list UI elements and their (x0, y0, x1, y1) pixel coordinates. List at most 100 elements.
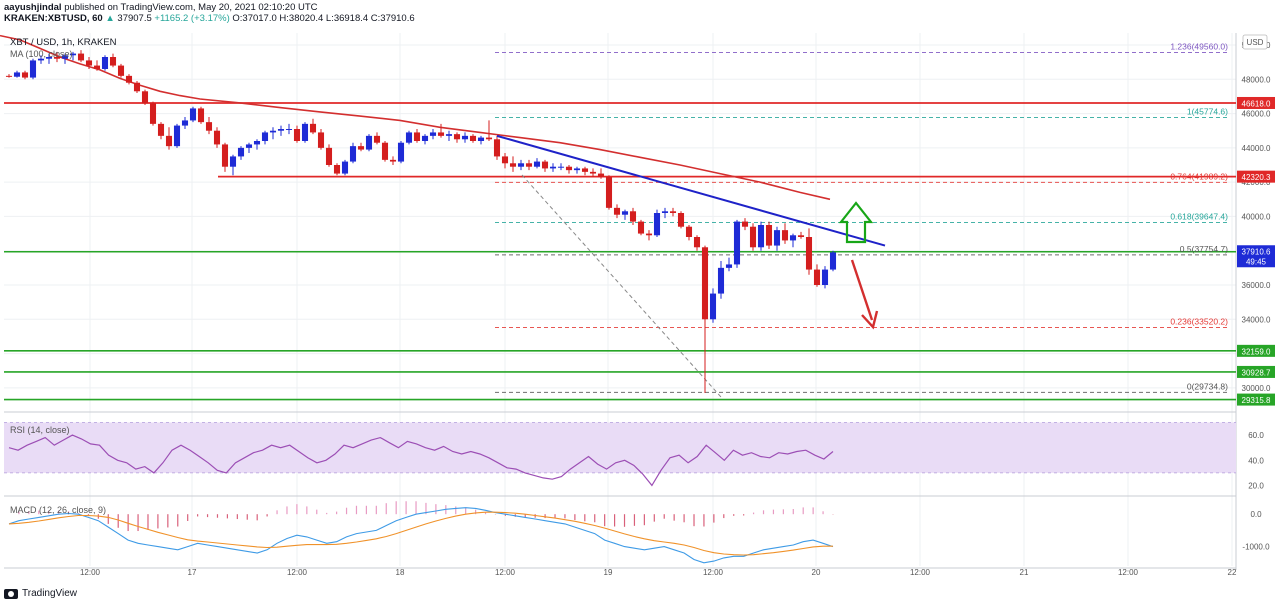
candle-body (565, 166, 573, 171)
candle-body (149, 103, 157, 124)
candlesticks (5, 50, 837, 393)
candle-body (685, 226, 693, 237)
candle-body (173, 125, 181, 147)
candle-body (157, 123, 165, 136)
candle-body (453, 134, 461, 140)
candle-body (253, 141, 261, 145)
candle-body (117, 65, 125, 76)
candle-body (77, 53, 85, 61)
fib-level-label: 0.618(39647.4) (1170, 211, 1228, 221)
candle-body (773, 230, 781, 246)
rsi-tick-label: 40.0 (1248, 456, 1264, 465)
horizontal-levels[interactable] (4, 102, 1236, 401)
price-axis[interactable]: 30000.032000.034000.036000.038000.040000… (1242, 41, 1271, 393)
candle-body (389, 159, 397, 162)
resistance-badge-label: 46618.0 (1242, 99, 1271, 108)
support-badge (1237, 393, 1275, 406)
candle-body (301, 123, 309, 141)
time-tick-label: 19 (604, 568, 613, 577)
author-name[interactable]: aayushjindal (4, 2, 62, 13)
time-tick-label: 21 (1020, 568, 1029, 577)
rsi-label: RSI (14, close) (10, 425, 70, 435)
last-price-label: 37910.6 (1242, 247, 1271, 256)
candle-body (69, 53, 77, 56)
candle-body (341, 161, 349, 174)
ma-label: MA (100, close) (10, 49, 73, 59)
close-value: C:37910.6 (370, 13, 415, 24)
candle-body (461, 135, 469, 140)
grid-lines (4, 33, 1237, 570)
ticker: KRAKEN:XBTUSD, 60 (4, 13, 103, 24)
chart-title: XBT / USD, 1h, KRAKEN (10, 37, 117, 48)
countdown-timer: 49:45 (1246, 257, 1267, 266)
candle-body (701, 247, 709, 320)
low-value: L:36918.4 (325, 13, 369, 24)
candle-body (197, 108, 205, 123)
time-tick-label: 12:00 (1118, 568, 1139, 577)
candle-body (429, 132, 437, 136)
candle-body (533, 161, 541, 167)
candle-body (333, 165, 341, 174)
price-tick-label: 48000.0 (1242, 75, 1271, 84)
candle-body (413, 132, 421, 141)
candle-body (133, 82, 141, 92)
macd-tick-label: 0.0 (1250, 510, 1262, 519)
candle-body (181, 120, 189, 126)
price-tick-label: 44000.0 (1242, 144, 1271, 153)
candle-body (277, 129, 285, 131)
candle-body (669, 211, 677, 213)
resistance-badge (1237, 96, 1275, 109)
candle-body (85, 60, 93, 66)
candle-body (709, 293, 717, 320)
candle-body (677, 213, 685, 227)
candle-body (141, 91, 149, 104)
candle-body (5, 75, 13, 77)
candle-body (749, 226, 757, 248)
fib-level-label: 1(45774.6) (1187, 106, 1228, 116)
candle-body (653, 213, 661, 236)
fib-levels[interactable]: 1.236(49560.0) 1(45774.6) 0.764(41989.2) 0.… (495, 42, 1228, 393)
trendline[interactable] (496, 134, 886, 247)
macd-label: MACD (12, 26, close, 9) (10, 505, 106, 515)
candle-body (781, 230, 789, 241)
tradingview-logo: TradingView (4, 588, 77, 599)
fib-level-label: 1.236(49560.0) (1170, 42, 1228, 52)
candle-body (29, 60, 37, 78)
candle-body (485, 137, 493, 140)
candle-body (317, 132, 325, 148)
candle-body (221, 144, 229, 167)
candle-body (21, 72, 29, 78)
signal-line (8, 511, 833, 556)
fib-level-label: 0.5(37754.7) (1180, 244, 1228, 254)
time-tick-label: 12:00 (910, 568, 931, 577)
rsi-tick-label: 60.0 (1248, 431, 1264, 440)
tradingview-wordmark: TradingView (22, 588, 78, 599)
candle-body (381, 142, 389, 160)
candle-body (765, 225, 773, 246)
candle-body (813, 269, 821, 285)
candle-body (637, 221, 645, 234)
candle-body (13, 72, 21, 77)
candle-body (557, 166, 565, 168)
tradingview-icon (4, 588, 18, 599)
candle-body (501, 156, 509, 164)
candle-body (405, 132, 413, 143)
publish-line: aayushjindal published on TradingView.co… (4, 2, 415, 13)
support-badge-label: 30928.7 (1242, 368, 1271, 377)
candle-body (645, 233, 653, 236)
currency-label: USD (1247, 38, 1264, 47)
change-value: +1165.2 (+3.17%) (154, 13, 230, 24)
last-price: 37907.5 (117, 13, 152, 24)
candle-body (205, 122, 213, 131)
candle-body (629, 211, 637, 222)
candle-body (285, 129, 293, 130)
up-arrow-icon: ▲ (105, 13, 115, 24)
candle-body (661, 211, 669, 213)
candle-body (797, 235, 805, 237)
candle-body (125, 75, 133, 83)
candle-body (517, 163, 525, 167)
time-tick-label: 12:00 (287, 568, 308, 577)
candle-body (365, 135, 373, 150)
time-axis[interactable]: 12:00 17 12:00 18 12:00 19 12:00 20 12:00 21 12:00… (80, 568, 1237, 577)
